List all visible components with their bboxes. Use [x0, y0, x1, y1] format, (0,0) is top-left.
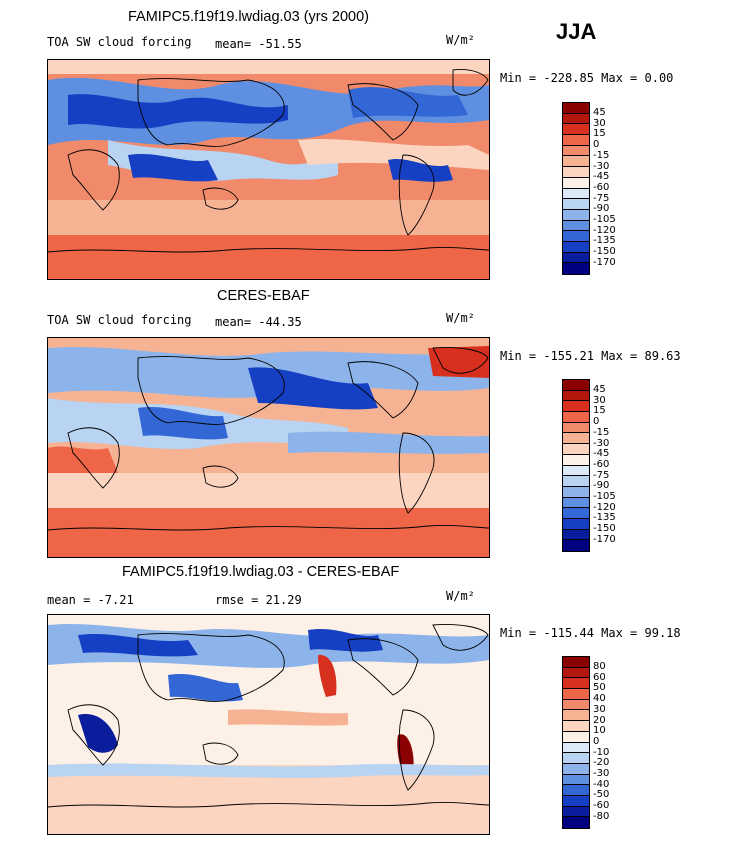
- panel1-cbar-label: -120: [593, 225, 616, 236]
- panel2-cbar-label: 45: [593, 384, 606, 395]
- panel2-cbar-label: 15: [593, 405, 606, 416]
- panel1-cbar-label: -60: [593, 182, 610, 193]
- panel3-unit: W/m²: [446, 589, 475, 603]
- panel1-mean: mean= -51.55: [215, 37, 302, 51]
- panel2-cbar-label: 30: [593, 395, 606, 406]
- panel1-cbar-label: -45: [593, 171, 610, 182]
- panel2-cbar-label: -170: [593, 534, 616, 545]
- panel3-map: [47, 614, 490, 835]
- panel3-mean: mean = -7.21: [47, 593, 134, 607]
- panel2-field-label: TOA SW cloud forcing: [47, 313, 192, 327]
- panel2-cbar-label: -45: [593, 448, 610, 459]
- panel2-cbar-label: -135: [593, 512, 616, 523]
- panel3-cbar-label: -80: [593, 811, 610, 822]
- panel3-map-svg: [48, 615, 489, 834]
- panel1-cbar-label: -170: [593, 257, 616, 268]
- panel1-cbar-label: -90: [593, 203, 610, 214]
- panel3-cbar-label: -50: [593, 789, 610, 800]
- panel3-colorbar: [562, 656, 590, 829]
- panel1-cbar-label: 0: [593, 139, 600, 150]
- panel3-cbar-label: 30: [593, 704, 606, 715]
- panel1-unit: W/m²: [446, 33, 475, 47]
- panel3-cbar-label: -40: [593, 779, 610, 790]
- panel2-cbar-label: 0: [593, 416, 600, 427]
- panel2-mean: mean= -44.35: [215, 315, 302, 329]
- panel1-cbar-label: 30: [593, 118, 606, 129]
- panel3-cbar-label: 50: [593, 682, 606, 693]
- panel1-cbar-label: 15: [593, 128, 606, 139]
- panel2-map-svg: [48, 338, 489, 557]
- panel2-cbar-label: -150: [593, 523, 616, 534]
- panel1-cbar-label: -105: [593, 214, 616, 225]
- panel2-map: [47, 337, 490, 558]
- panel3-rmse: rmse = 21.29: [215, 593, 302, 607]
- panel2-cbar-label: -30: [593, 438, 610, 449]
- panel1-colorbar: [562, 102, 590, 275]
- panel2-cbar-label: -15: [593, 427, 610, 438]
- panel1-map-svg: [48, 60, 489, 279]
- panel1-title: FAMIPC5.f19f19.lwdiag.03 (yrs 2000): [128, 9, 369, 25]
- panel2-cbar-label: -120: [593, 502, 616, 513]
- panel3-cbar-label: 40: [593, 693, 606, 704]
- panel1-minmax: Min = -228.85 Max = 0.00: [500, 71, 674, 85]
- panel3-cbar-label: -30: [593, 768, 610, 779]
- panel3-title: FAMIPC5.f19f19.lwdiag.03 - CERES-EBAF: [122, 564, 400, 580]
- panel1-cbar-label: -150: [593, 246, 616, 257]
- panel1-cbar-label: -135: [593, 235, 616, 246]
- panel3-cbar-label: 10: [593, 725, 606, 736]
- season-label: JJA: [556, 19, 597, 44]
- panel2-cbar-label: -60: [593, 459, 610, 470]
- panel2-colorbar: [562, 379, 590, 552]
- panel1-field-label: TOA SW cloud forcing: [47, 35, 192, 49]
- panel2-minmax: Min = -155.21 Max = 89.63: [500, 349, 681, 363]
- panel1-cbar-label: 45: [593, 107, 606, 118]
- panel2-cbar-label: -90: [593, 480, 610, 491]
- panel3-minmax: Min = -115.44 Max = 99.18: [500, 626, 681, 640]
- panel3-cbar-label: -60: [593, 800, 610, 811]
- panel2-cbar-label: -75: [593, 470, 610, 481]
- panel3-cbar-label: 0: [593, 736, 600, 747]
- panel3-cbar-label: -20: [593, 757, 610, 768]
- panel3-cbar-label: 20: [593, 715, 606, 726]
- panel1-cbar-label: -75: [593, 193, 610, 204]
- panel2-unit: W/m²: [446, 311, 475, 325]
- panel2-title: CERES-EBAF: [217, 288, 310, 304]
- panel1-cbar-label: -30: [593, 161, 610, 172]
- panel3-cbar-label: 80: [593, 661, 606, 672]
- panel2-cbar-label: -105: [593, 491, 616, 502]
- panel3-cbar-label: 60: [593, 672, 606, 683]
- panel3-cbar-label: -10: [593, 747, 610, 758]
- panel1-cbar-label: -15: [593, 150, 610, 161]
- panel1-map: [47, 59, 490, 280]
